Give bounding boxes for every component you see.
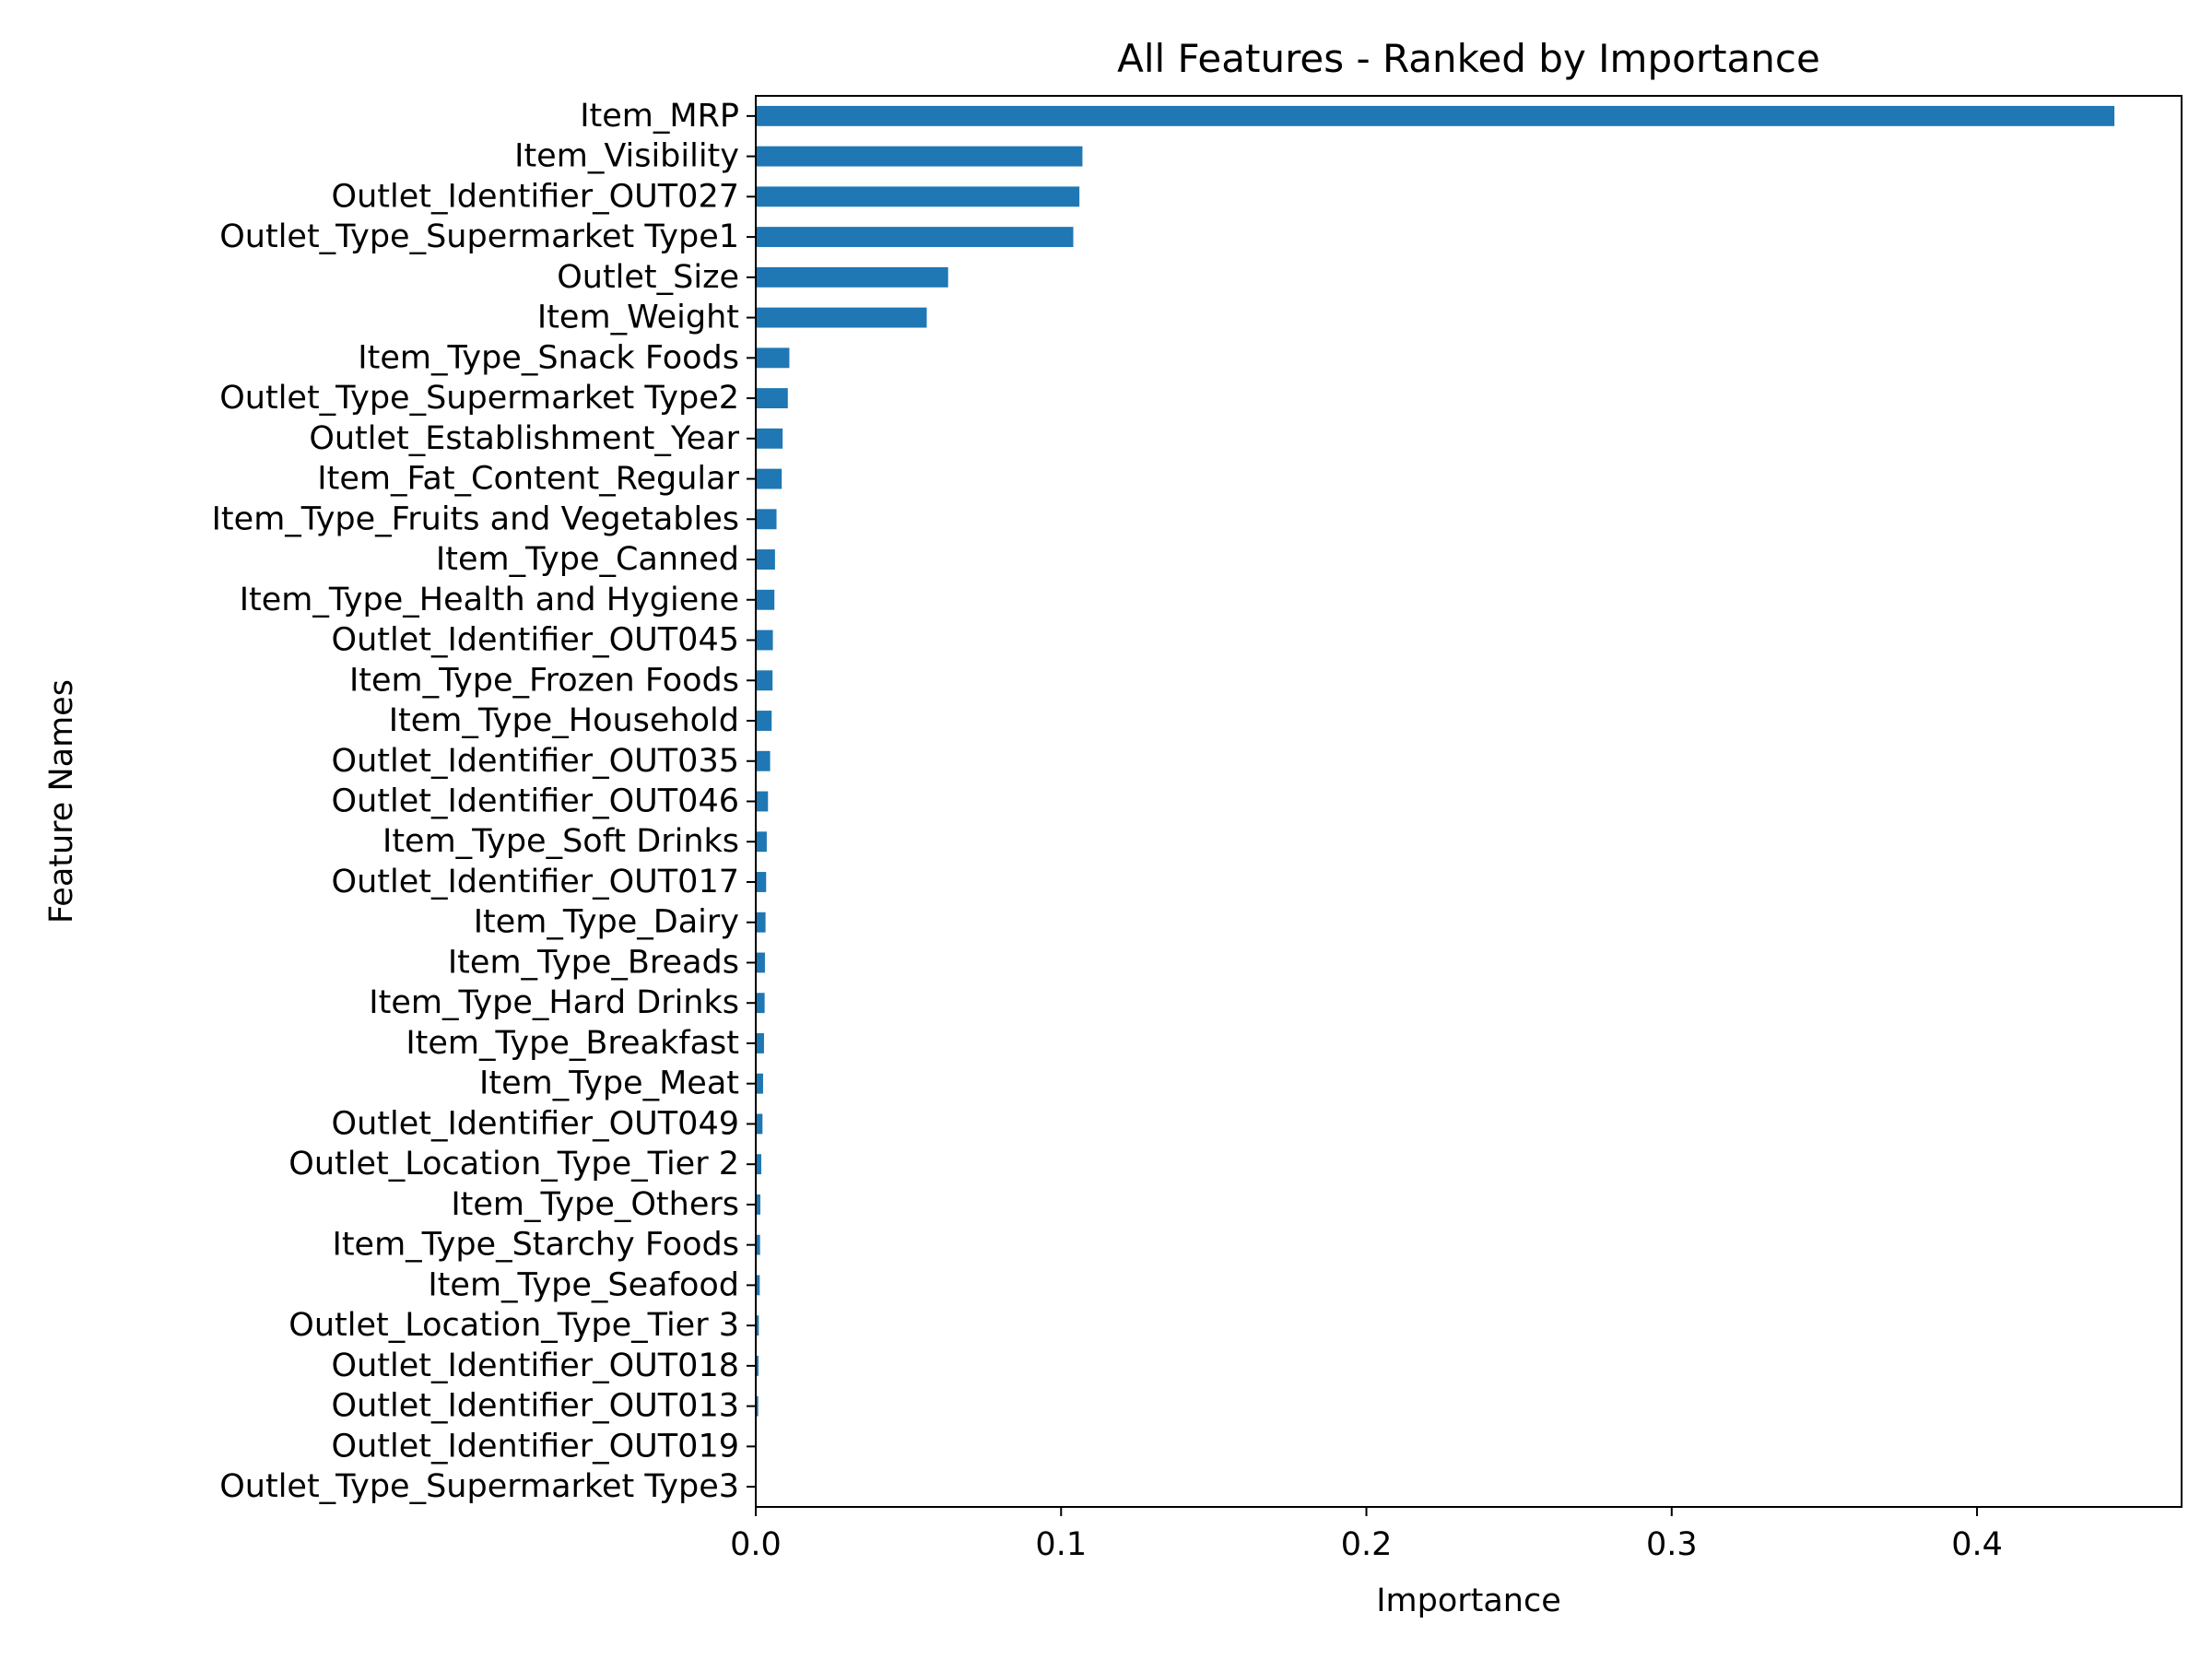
y-tick-label: Item_Type_Frozen Foods <box>349 662 739 699</box>
bar <box>756 1315 759 1336</box>
y-tick-label: Outlet_Establishment_Year <box>309 420 739 457</box>
y-tick-label: Item_Type_Hard Drinks <box>369 984 739 1021</box>
y-tick-label: Outlet_Identifier_OUT017 <box>332 864 739 900</box>
bar <box>756 428 783 449</box>
x-tick-label: 0.3 <box>1646 1526 1698 1563</box>
bar <box>756 1154 761 1175</box>
bar <box>756 227 1074 248</box>
y-tick-label: Item_Type_Snack Foods <box>358 339 739 376</box>
bar <box>756 509 777 530</box>
y-tick-label: Item_Type_Meat <box>479 1065 739 1102</box>
y-tick-label: Outlet_Identifier_OUT027 <box>332 178 739 215</box>
bar <box>756 1073 763 1094</box>
y-axis-ticks: Item_MRPItem_VisibilityOutlet_Identifier… <box>212 98 756 1505</box>
plot-frame <box>755 95 2183 1508</box>
bar <box>756 711 772 731</box>
bar <box>756 1113 763 1135</box>
bar <box>756 1275 760 1296</box>
y-tick-label: Item_Type_Dairy <box>474 904 739 941</box>
x-axis-ticks: 0.0 0.1 0.2 0.3 0.4 <box>730 1507 2003 1563</box>
y-tick-label: Outlet_Identifier_OUT013 <box>332 1388 739 1425</box>
y-tick-label: Item_Type_Seafood <box>428 1266 739 1303</box>
y-tick-label: Outlet_Identifier_OUT019 <box>332 1428 739 1465</box>
bar <box>756 750 771 771</box>
bar <box>756 388 788 409</box>
bar <box>756 1234 760 1255</box>
y-tick-label: Outlet_Identifier_OUT035 <box>332 743 739 780</box>
y-tick-label: Outlet_Type_Supermarket Type3 <box>219 1468 739 1505</box>
y-tick-label: Item_Type_Health and Hygiene <box>240 582 739 618</box>
bar <box>756 831 767 853</box>
bar <box>756 952 765 973</box>
bar <box>756 347 790 369</box>
y-tick-label: Outlet_Size <box>557 259 739 296</box>
bar <box>756 468 782 489</box>
bar <box>756 146 1083 167</box>
y-tick-label: Item_Type_Fruits and Vegetables <box>212 500 739 537</box>
y-tick-label: Item_Weight <box>537 300 739 336</box>
y-tick-label: Item_Visibility <box>514 138 739 175</box>
y-tick-label: Item_Type_Canned <box>436 541 739 578</box>
bar <box>756 105 2115 126</box>
bar <box>756 791 769 812</box>
bar <box>756 993 765 1014</box>
y-tick-label: Item_Type_Household <box>389 702 739 739</box>
x-tick-label: 0.4 <box>1951 1526 2003 1563</box>
y-tick-label: Outlet_Identifier_OUT018 <box>332 1347 739 1384</box>
x-tick-label: 0.2 <box>1341 1526 1393 1563</box>
y-tick-label: Outlet_Identifier_OUT046 <box>332 783 739 820</box>
bar <box>756 872 767 892</box>
bars-group <box>756 105 2115 1498</box>
y-axis-label: Feature Names <box>43 679 80 924</box>
bar <box>756 1033 764 1053</box>
y-tick-label: Item_Type_Breads <box>448 944 739 981</box>
y-tick-label: Outlet_Location_Type_Tier 3 <box>288 1307 739 1344</box>
y-tick-label: Outlet_Identifier_OUT049 <box>332 1105 739 1142</box>
y-tick-label: Item_Type_Starchy Foods <box>333 1227 740 1264</box>
y-tick-label: Outlet_Location_Type_Tier 2 <box>288 1146 739 1182</box>
y-tick-label: Item_Fat_Content_Regular <box>317 461 739 498</box>
bar <box>756 186 1080 207</box>
x-tick-label: 0.0 <box>730 1526 782 1563</box>
y-tick-label: Item_Type_Breakfast <box>406 1025 739 1062</box>
bar <box>756 670 773 691</box>
y-tick-label: Item_MRP <box>580 98 739 135</box>
bar <box>756 549 775 570</box>
y-tick-label: Outlet_Type_Supermarket Type2 <box>219 380 739 417</box>
bar <box>756 1395 759 1417</box>
y-tick-label: Item_Type_Soft Drinks <box>382 823 739 860</box>
bar <box>756 266 948 288</box>
bar <box>756 629 773 651</box>
x-axis-label: Importance <box>1376 1583 1561 1619</box>
chart-title: All Features - Ranked by Importance <box>1117 36 1820 81</box>
bar <box>756 912 766 933</box>
x-tick-label: 0.1 <box>1035 1526 1087 1563</box>
y-tick-label: Outlet_Identifier_OUT045 <box>332 622 739 659</box>
bar <box>756 589 775 610</box>
y-tick-label: Outlet_Type_Supermarket Type1 <box>219 218 739 255</box>
y-tick-label: Item_Type_Others <box>451 1186 739 1223</box>
bar <box>756 307 927 328</box>
bar <box>756 1355 759 1376</box>
bar <box>756 1194 760 1215</box>
